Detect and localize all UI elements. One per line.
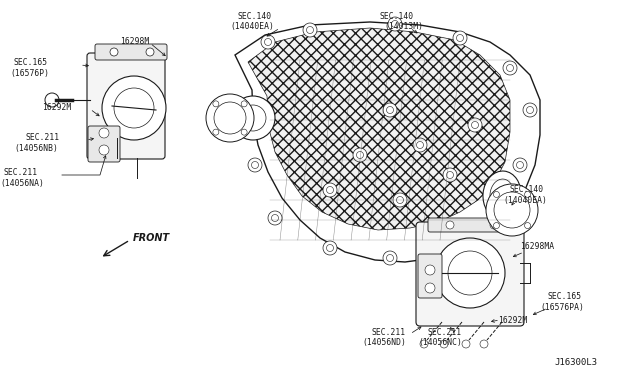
Circle shape <box>303 23 317 37</box>
Circle shape <box>480 340 488 348</box>
Circle shape <box>146 48 154 56</box>
Circle shape <box>249 103 263 117</box>
Circle shape <box>488 208 502 222</box>
Circle shape <box>248 158 262 172</box>
Text: SEC.165: SEC.165 <box>14 58 48 67</box>
Circle shape <box>261 35 275 49</box>
Circle shape <box>462 340 470 348</box>
Circle shape <box>413 138 427 152</box>
Circle shape <box>102 76 166 140</box>
FancyBboxPatch shape <box>95 44 167 60</box>
Circle shape <box>420 340 428 348</box>
Circle shape <box>435 238 505 308</box>
Circle shape <box>206 94 254 142</box>
Circle shape <box>45 93 59 107</box>
Circle shape <box>525 222 531 228</box>
Circle shape <box>513 158 527 172</box>
Text: (14056NB): (14056NB) <box>14 144 58 153</box>
Text: SEC.140: SEC.140 <box>380 12 414 21</box>
Text: 16298M: 16298M <box>120 37 149 46</box>
Circle shape <box>99 145 109 155</box>
Circle shape <box>99 128 109 138</box>
Circle shape <box>525 192 531 198</box>
Text: (14040EA): (14040EA) <box>230 22 274 31</box>
Circle shape <box>446 221 454 229</box>
Circle shape <box>241 101 247 107</box>
Circle shape <box>383 103 397 117</box>
FancyBboxPatch shape <box>87 53 165 159</box>
FancyBboxPatch shape <box>418 254 442 298</box>
Text: J16300L3: J16300L3 <box>554 358 597 367</box>
Circle shape <box>110 48 118 56</box>
Circle shape <box>323 183 337 197</box>
Text: (14056ND): (14056ND) <box>362 338 406 347</box>
Text: 16292M: 16292M <box>498 316 527 325</box>
Text: (14013M): (14013M) <box>384 22 423 31</box>
Circle shape <box>490 221 498 229</box>
Text: FRONT: FRONT <box>133 233 170 243</box>
Circle shape <box>425 283 435 293</box>
Text: 16298MA: 16298MA <box>520 242 554 251</box>
Circle shape <box>213 129 219 135</box>
Circle shape <box>440 340 448 348</box>
Circle shape <box>503 61 517 75</box>
Circle shape <box>486 184 538 236</box>
Circle shape <box>448 241 462 255</box>
Text: (16576P): (16576P) <box>10 69 49 78</box>
Circle shape <box>241 129 247 135</box>
Circle shape <box>231 96 275 140</box>
Circle shape <box>353 148 367 162</box>
FancyBboxPatch shape <box>428 218 512 232</box>
Text: SEC.211: SEC.211 <box>4 168 38 177</box>
Circle shape <box>468 118 482 132</box>
FancyBboxPatch shape <box>416 222 524 326</box>
Circle shape <box>443 168 457 182</box>
Text: (14056NC): (14056NC) <box>418 338 462 347</box>
Text: (14056NA): (14056NA) <box>0 179 44 188</box>
Text: SEC.140: SEC.140 <box>510 185 544 194</box>
Text: SEC.140: SEC.140 <box>238 12 272 21</box>
FancyBboxPatch shape <box>88 126 120 162</box>
Circle shape <box>388 17 402 31</box>
Text: 16292M: 16292M <box>42 103 71 112</box>
Circle shape <box>493 222 499 228</box>
Circle shape <box>383 251 397 265</box>
Polygon shape <box>248 28 510 230</box>
Circle shape <box>268 211 282 225</box>
Circle shape <box>523 103 537 117</box>
Circle shape <box>393 193 407 207</box>
Text: SEC.165: SEC.165 <box>548 292 582 301</box>
Circle shape <box>213 101 219 107</box>
Text: (16576PA): (16576PA) <box>540 303 584 312</box>
Text: SEC.211: SEC.211 <box>372 328 406 337</box>
Text: SEC.211: SEC.211 <box>26 133 60 142</box>
Text: SEC.211: SEC.211 <box>428 328 462 337</box>
Circle shape <box>493 192 499 198</box>
Text: (14040EA): (14040EA) <box>503 196 547 205</box>
Circle shape <box>453 31 467 45</box>
Circle shape <box>425 265 435 275</box>
Circle shape <box>323 241 337 255</box>
Ellipse shape <box>483 171 521 219</box>
